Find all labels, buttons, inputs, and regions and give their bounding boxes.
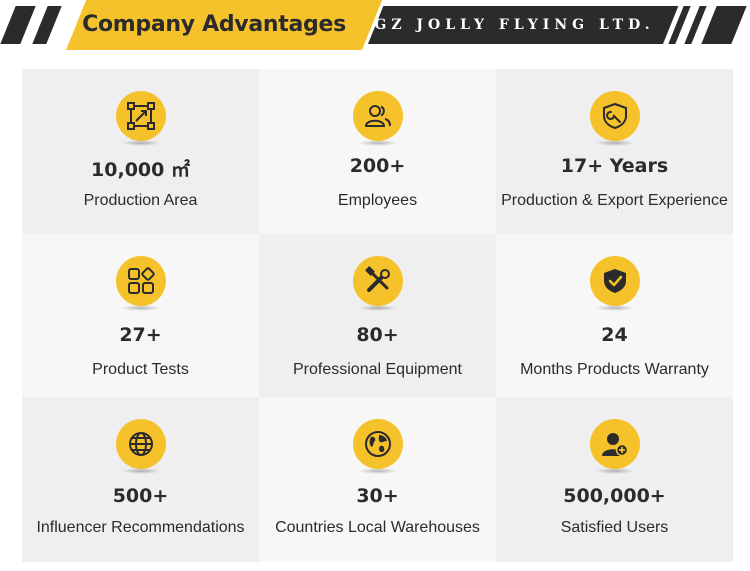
advantage-value: 24	[601, 324, 628, 346]
advantages-grid: 10,000 ㎡ Production Area 200+ Employees	[22, 69, 733, 562]
banner-stripe	[0, 6, 36, 44]
company-name: GZ JOLLY FLYING LTD.	[374, 17, 655, 33]
advantage-card: 500,000+ Satisfied Users	[496, 397, 733, 562]
tools-icon	[352, 256, 403, 306]
advantage-value: 500,000+	[563, 485, 666, 507]
banner-stripe	[32, 6, 62, 44]
advantage-card: 200+ Employees	[259, 69, 496, 234]
advantage-value: 80+	[356, 324, 399, 346]
advantage-card: 10,000 ㎡ Production Area	[22, 69, 259, 234]
wrench-shield-icon	[589, 91, 640, 141]
header-banner: Company Advantages GZ JOLLY FLYING LTD.	[0, 0, 750, 52]
add-user-icon	[589, 419, 640, 469]
world-map-icon	[352, 419, 403, 469]
advantage-card: 500+ Influencer Recommendations	[22, 397, 259, 562]
warranty-shield-icon	[589, 256, 640, 306]
advantage-value: 27+	[119, 324, 162, 346]
advantage-value: 500+	[112, 485, 169, 507]
advantage-label: Product Tests	[92, 361, 189, 378]
advantage-label: Production & Export Experience	[501, 192, 728, 209]
advantage-label: Employees	[337, 192, 418, 209]
advantage-card: 27+ Product Tests	[22, 234, 259, 397]
advantage-value: 30+	[356, 485, 399, 507]
area-icon	[115, 91, 166, 141]
banner-stripe	[701, 6, 747, 44]
advantage-value: 10,000 ㎡	[91, 159, 190, 181]
advantage-card: 24 Months Products Warranty	[496, 234, 733, 397]
advantage-label: Satisfied Users	[560, 519, 669, 536]
advantage-value: 200+	[349, 155, 406, 177]
advantage-label: Months Products Warranty	[520, 361, 709, 378]
tests-icon	[115, 256, 166, 306]
globe-icon	[115, 419, 166, 469]
advantage-label: Influencer Recommendations	[36, 519, 245, 536]
users-icon	[352, 91, 403, 141]
advantage-card: 17+ Years Production & Export Experience	[496, 69, 733, 234]
advantage-label: Professional Equipment	[293, 361, 462, 378]
advantage-card: 80+ Professional Equipment	[259, 234, 496, 397]
page-title: Company Advantages	[82, 12, 346, 37]
advantage-label: Countries Local Warehouses	[275, 519, 480, 536]
advantage-value: 17+ Years	[560, 155, 669, 177]
advantage-card: 30+ Countries Local Warehouses	[259, 397, 496, 562]
advantage-label: Production Area	[83, 192, 198, 209]
